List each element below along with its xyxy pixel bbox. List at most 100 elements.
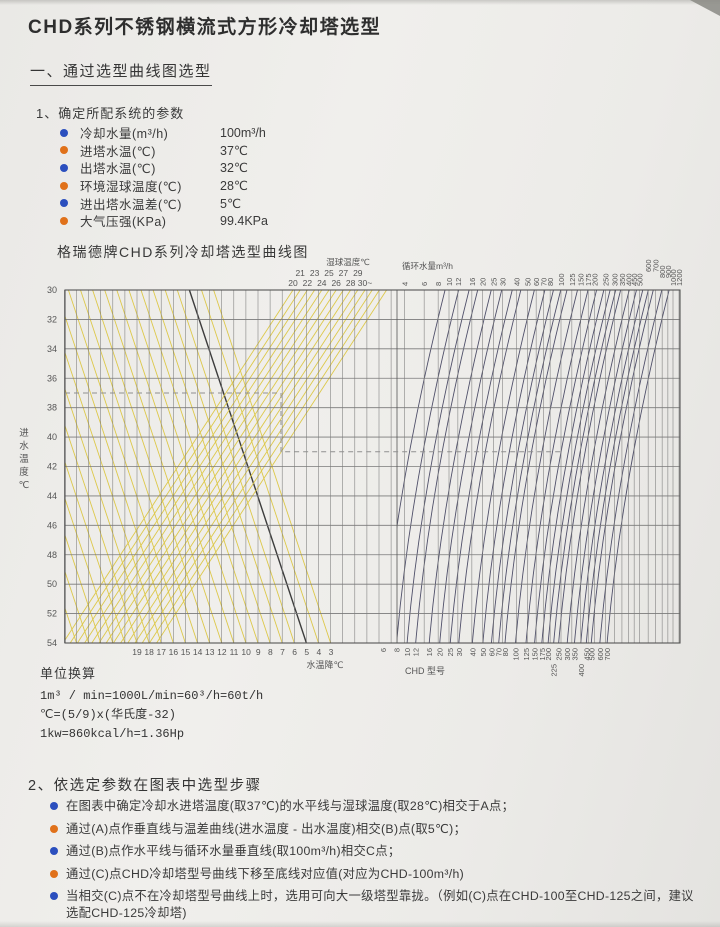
svg-text:8: 8	[434, 282, 443, 286]
svg-text:℃: ℃	[19, 480, 30, 491]
selection-step-text: 在图表中确定冷却水进塔温度(取37℃)的水平线与湿球温度(取28℃)相交于A点；	[66, 799, 515, 813]
svg-text:50: 50	[47, 579, 57, 589]
svg-text:30: 30	[498, 278, 507, 286]
svg-text:600: 600	[596, 648, 605, 661]
svg-text:11: 11	[230, 647, 239, 657]
svg-text:40: 40	[512, 278, 521, 286]
unit-conversion-heading: 单位换算	[40, 666, 97, 681]
svg-text:30~: 30~	[358, 278, 372, 288]
parameter-value: 5℃	[220, 196, 241, 211]
parameter-value: 100m³/h	[220, 125, 266, 140]
selection-step-text: 通过(B)点作水平线与循环水量垂直线(取100m³/h)相交C点；	[66, 844, 401, 858]
svg-text:28: 28	[346, 278, 356, 288]
parameter-value: 32℃	[220, 161, 248, 176]
svg-text:42: 42	[47, 462, 57, 472]
svg-text:9: 9	[256, 647, 261, 657]
selection-curve-chart: 3032343638404244464850525420212223242526…	[19, 257, 684, 677]
svg-text:38: 38	[47, 403, 57, 413]
selection-step: 通过(A)点作垂直线与温差曲线(进水温度 - 出水温度)相交(B)点(取5℃)；	[50, 821, 695, 838]
svg-text:29: 29	[353, 268, 363, 278]
svg-text:15: 15	[181, 647, 191, 657]
svg-text:10: 10	[241, 647, 251, 657]
svg-text:150: 150	[577, 273, 586, 286]
svg-text:450: 450	[582, 648, 591, 661]
svg-text:300: 300	[610, 273, 619, 286]
selection-step-text: 通过(C)点CHD冷却塔型号曲线下移至底线对应值(对应为CHD-100m³/h)	[66, 866, 464, 881]
svg-text:100: 100	[557, 273, 566, 286]
svg-text:250: 250	[555, 648, 564, 661]
parameter-value: 28℃	[220, 179, 248, 194]
svg-text:CHD 型号: CHD 型号	[405, 666, 445, 676]
svg-text:循环水量m³/h: 循环水量m³/h	[402, 261, 453, 271]
svg-text:1000: 1000	[669, 269, 678, 286]
svg-text:175: 175	[584, 273, 593, 286]
svg-text:8: 8	[268, 647, 273, 657]
unit-conversion-line: 1m³ / min=1000L/min=60³/h=60t/h	[40, 689, 264, 703]
svg-text:30: 30	[455, 648, 464, 656]
parameter-label: 出塔水温(℃)	[80, 162, 156, 177]
selection-step: 在图表中确定冷却水进塔温度(取37℃)的水平线与湿球温度(取28℃)相交于A点；	[50, 798, 695, 815]
svg-text:500: 500	[635, 273, 644, 286]
svg-text:6: 6	[292, 647, 297, 657]
svg-text:100: 100	[512, 648, 521, 661]
svg-text:150: 150	[531, 648, 540, 661]
parameter-row: 大气压强(KPa) 99.4KPa	[60, 212, 268, 230]
svg-text:80: 80	[546, 278, 555, 286]
svg-text:46: 46	[47, 520, 57, 530]
svg-text:32: 32	[47, 314, 57, 324]
parameter-row: 进塔水温(℃) 37℃	[60, 142, 268, 160]
svg-text:34: 34	[47, 344, 57, 354]
svg-text:22: 22	[303, 278, 313, 288]
svg-text:度: 度	[19, 466, 29, 478]
bullet-dot-icon	[50, 802, 58, 810]
svg-text:7: 7	[280, 647, 285, 657]
photo-top-edge	[0, 0, 720, 5]
svg-text:400: 400	[624, 273, 633, 286]
selection-step: 通过(B)点作水平线与循环水量垂直线(取100m³/h)相交C点；	[50, 843, 695, 860]
svg-text:400: 400	[577, 664, 586, 677]
svg-text:25: 25	[446, 648, 455, 656]
svg-text:60: 60	[487, 648, 496, 656]
section-2-heading: 2、依选定参数在图表中选型步骤	[28, 778, 262, 794]
parameter-label: 进塔水温(℃)	[80, 144, 156, 159]
svg-text:8: 8	[393, 648, 402, 652]
svg-text:18: 18	[144, 647, 154, 657]
svg-text:500: 500	[587, 648, 596, 661]
svg-text:19: 19	[132, 647, 142, 657]
parameter-value: 99.4KPa	[220, 213, 268, 228]
chart-title: 格瑞德牌CHD系列冷却塔选型曲线图	[57, 244, 309, 260]
svg-text:水温降℃: 水温降℃	[306, 659, 343, 670]
bullet-dot-icon	[50, 869, 58, 878]
photo-corner-artifact	[690, 0, 720, 16]
svg-text:27: 27	[339, 268, 349, 278]
svg-text:52: 52	[47, 609, 57, 619]
parameter-value: 37℃	[220, 143, 248, 158]
svg-text:200: 200	[544, 648, 553, 661]
svg-text:20: 20	[479, 278, 488, 286]
svg-text:80: 80	[501, 648, 510, 656]
svg-text:36: 36	[47, 373, 57, 383]
svg-text:21: 21	[295, 268, 305, 278]
svg-text:800: 800	[658, 265, 667, 278]
svg-text:250: 250	[602, 273, 611, 286]
svg-text:17: 17	[157, 647, 167, 657]
svg-text:20: 20	[288, 278, 298, 288]
bullet-dot-icon	[60, 128, 68, 137]
unit-conversion-line: 1kw=860kcal/h=1.36Hp	[40, 727, 185, 741]
parameter-list: 冷却水量(m³/h) 100m³/h 进塔水温(℃) 37℃ 出塔水温(℃) 3…	[60, 124, 268, 230]
svg-text:175: 175	[538, 648, 547, 661]
svg-text:14: 14	[193, 647, 203, 657]
bullet-dot-icon	[60, 199, 68, 208]
unit-conversion-block: 单位换算 1m³ / min=1000L/min=60³/h=60t/h ℃=(5…	[40, 663, 263, 744]
svg-text:70: 70	[540, 278, 549, 286]
selection-step: 通过(C)点CHD冷却塔型号曲线下移至底线对应值(对应为CHD-100m³/h)	[50, 866, 695, 883]
svg-text:50: 50	[523, 278, 532, 286]
svg-text:6: 6	[379, 648, 388, 652]
svg-text:700: 700	[652, 259, 661, 272]
parameter-label: 大气压强(KPa)	[80, 215, 167, 230]
unit-conversion-lines: 1m³ / min=1000L/min=60³/h=60t/h ℃=(5/9)x(…	[40, 687, 263, 744]
svg-text:12: 12	[412, 648, 421, 656]
svg-text:200: 200	[591, 273, 600, 286]
svg-text:300: 300	[563, 648, 572, 661]
